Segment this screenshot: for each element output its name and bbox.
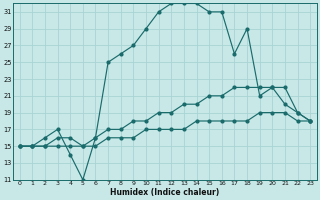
X-axis label: Humidex (Indice chaleur): Humidex (Indice chaleur) <box>110 188 220 197</box>
